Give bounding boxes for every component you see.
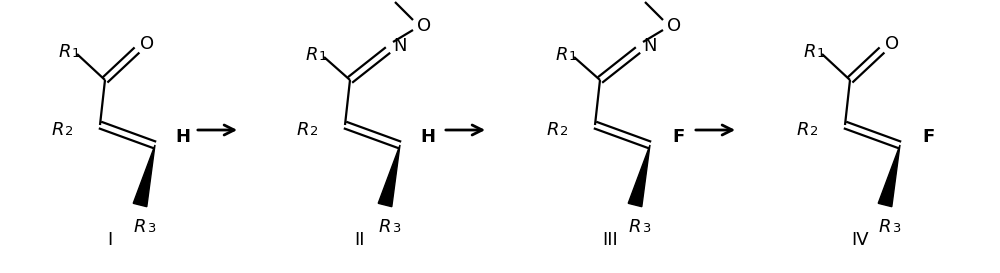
Text: N: N xyxy=(643,37,657,55)
Text: H: H xyxy=(176,128,190,146)
Polygon shape xyxy=(133,145,155,207)
Text: R: R xyxy=(297,121,309,139)
Text: O: O xyxy=(885,35,899,53)
Text: 1: 1 xyxy=(72,47,80,60)
Text: R: R xyxy=(879,218,891,236)
Text: 1: 1 xyxy=(569,50,577,63)
Text: R: R xyxy=(306,46,318,64)
Text: F: F xyxy=(672,128,684,146)
Text: 2: 2 xyxy=(65,125,73,138)
Text: F: F xyxy=(922,128,934,146)
Text: N: N xyxy=(393,37,407,55)
Text: R: R xyxy=(52,121,64,139)
Polygon shape xyxy=(878,145,900,207)
Polygon shape xyxy=(628,145,650,207)
Text: R: R xyxy=(134,218,146,236)
Text: R: R xyxy=(804,43,816,61)
Text: 2: 2 xyxy=(560,125,568,138)
Text: 2: 2 xyxy=(810,125,818,138)
Text: 3: 3 xyxy=(892,222,900,235)
Polygon shape xyxy=(378,145,400,207)
Text: 3: 3 xyxy=(392,222,400,235)
Text: IV: IV xyxy=(851,231,869,249)
Text: R: R xyxy=(547,121,559,139)
Text: H: H xyxy=(420,128,436,146)
Text: I: I xyxy=(107,231,113,249)
Text: R: R xyxy=(629,218,641,236)
Text: R: R xyxy=(59,43,71,61)
Text: O: O xyxy=(667,17,681,35)
Text: R: R xyxy=(797,121,809,139)
Text: 2: 2 xyxy=(310,125,318,138)
Text: III: III xyxy=(602,231,618,249)
Text: 3: 3 xyxy=(642,222,650,235)
Text: 3: 3 xyxy=(147,222,155,235)
Text: O: O xyxy=(417,17,431,35)
Text: II: II xyxy=(355,231,365,249)
Text: 1: 1 xyxy=(319,50,327,63)
Text: 1: 1 xyxy=(817,47,825,60)
Text: O: O xyxy=(140,35,154,53)
Text: R: R xyxy=(379,218,391,236)
Text: R: R xyxy=(556,46,568,64)
